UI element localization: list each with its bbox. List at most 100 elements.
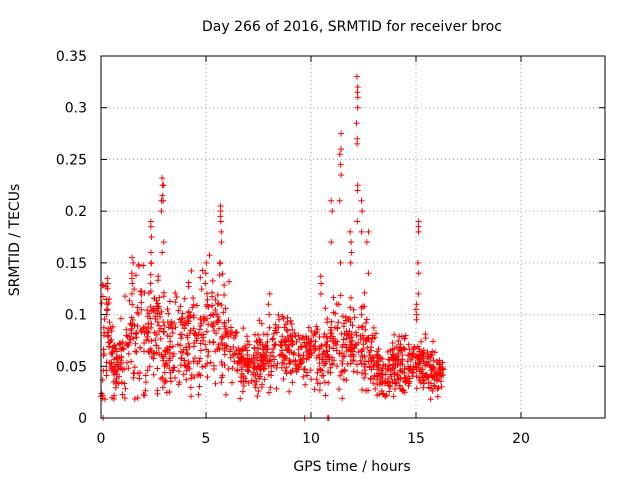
data-point [207, 359, 214, 366]
data-point [387, 347, 394, 354]
data-point [370, 324, 377, 331]
data-point [169, 325, 176, 332]
data-point [147, 249, 154, 256]
data-point [119, 366, 126, 373]
data-point [264, 358, 271, 365]
data-point [414, 259, 421, 266]
data-point [164, 347, 171, 354]
data-point [292, 365, 299, 372]
x-axis-label: GPS time / hours [293, 459, 410, 475]
data-point [144, 367, 151, 374]
data-point [169, 353, 176, 360]
data-point [119, 345, 126, 352]
data-point [145, 325, 152, 332]
data-point [154, 390, 161, 397]
data-point [368, 344, 375, 351]
data-point [276, 316, 283, 323]
data-point [217, 213, 224, 220]
data-point [368, 358, 375, 365]
data-point [165, 310, 172, 317]
data-point [365, 334, 372, 341]
data-point [300, 352, 307, 359]
data-point [363, 387, 370, 394]
data-point [201, 317, 208, 324]
data-point [101, 329, 108, 336]
data-point [369, 332, 376, 339]
data-point [103, 372, 110, 379]
data-point [401, 369, 408, 376]
data-point [416, 364, 423, 371]
data-point [258, 357, 265, 364]
data-point [178, 335, 185, 342]
data-point [140, 391, 147, 398]
data-point [218, 379, 225, 386]
data-point [268, 372, 275, 379]
data-point [144, 333, 151, 340]
data-point [390, 393, 397, 400]
data-point [251, 363, 258, 370]
data-point [148, 259, 155, 266]
data-point [185, 279, 192, 286]
data-point [347, 318, 354, 325]
data-point [103, 367, 110, 374]
data-point [167, 298, 174, 305]
data-point [114, 355, 121, 362]
data-point [353, 73, 360, 80]
data-point [216, 325, 223, 332]
data-point [394, 353, 401, 360]
data-point [348, 239, 355, 246]
data-point [337, 161, 344, 168]
data-point [286, 357, 293, 364]
data-point [218, 333, 225, 340]
data-point [365, 228, 372, 235]
data-point [155, 345, 162, 352]
data-point [236, 357, 243, 364]
data-point [150, 371, 157, 378]
data-point [159, 384, 166, 391]
data-point [404, 358, 411, 365]
data-point [375, 364, 382, 371]
data-point [191, 355, 198, 362]
data-point [354, 218, 361, 225]
data-point [290, 358, 297, 365]
data-point [223, 343, 230, 350]
data-point [150, 355, 157, 362]
data-point [312, 338, 319, 345]
data-point [164, 306, 171, 313]
data-point [193, 302, 200, 309]
data-point [382, 378, 389, 385]
y-tick-label: 0.25 [56, 152, 87, 168]
data-point [343, 344, 350, 351]
data-point [434, 385, 441, 392]
data-point [263, 349, 270, 356]
data-point [104, 280, 111, 287]
data-point [147, 280, 154, 287]
data-point [363, 316, 370, 323]
data-point [217, 208, 224, 215]
data-point [182, 362, 189, 369]
data-point [204, 290, 211, 297]
data-point [291, 330, 298, 337]
data-point [405, 341, 412, 348]
data-point [217, 218, 224, 225]
data-point [384, 375, 391, 382]
data-point [125, 365, 132, 372]
x-tick-label: 20 [512, 431, 530, 447]
data-point [353, 341, 360, 348]
data-point [183, 367, 190, 374]
data-point [131, 286, 138, 293]
data-point [397, 360, 404, 367]
data-point [210, 362, 217, 369]
data-point [252, 382, 259, 389]
data-point [361, 363, 368, 370]
data-point [218, 302, 225, 309]
data-point [215, 313, 222, 320]
data-point [132, 272, 139, 279]
data-point [251, 344, 258, 351]
data-point [315, 351, 322, 358]
data-point [218, 359, 225, 366]
data-point [295, 332, 302, 339]
data-point [216, 317, 223, 324]
data-point [166, 389, 173, 396]
